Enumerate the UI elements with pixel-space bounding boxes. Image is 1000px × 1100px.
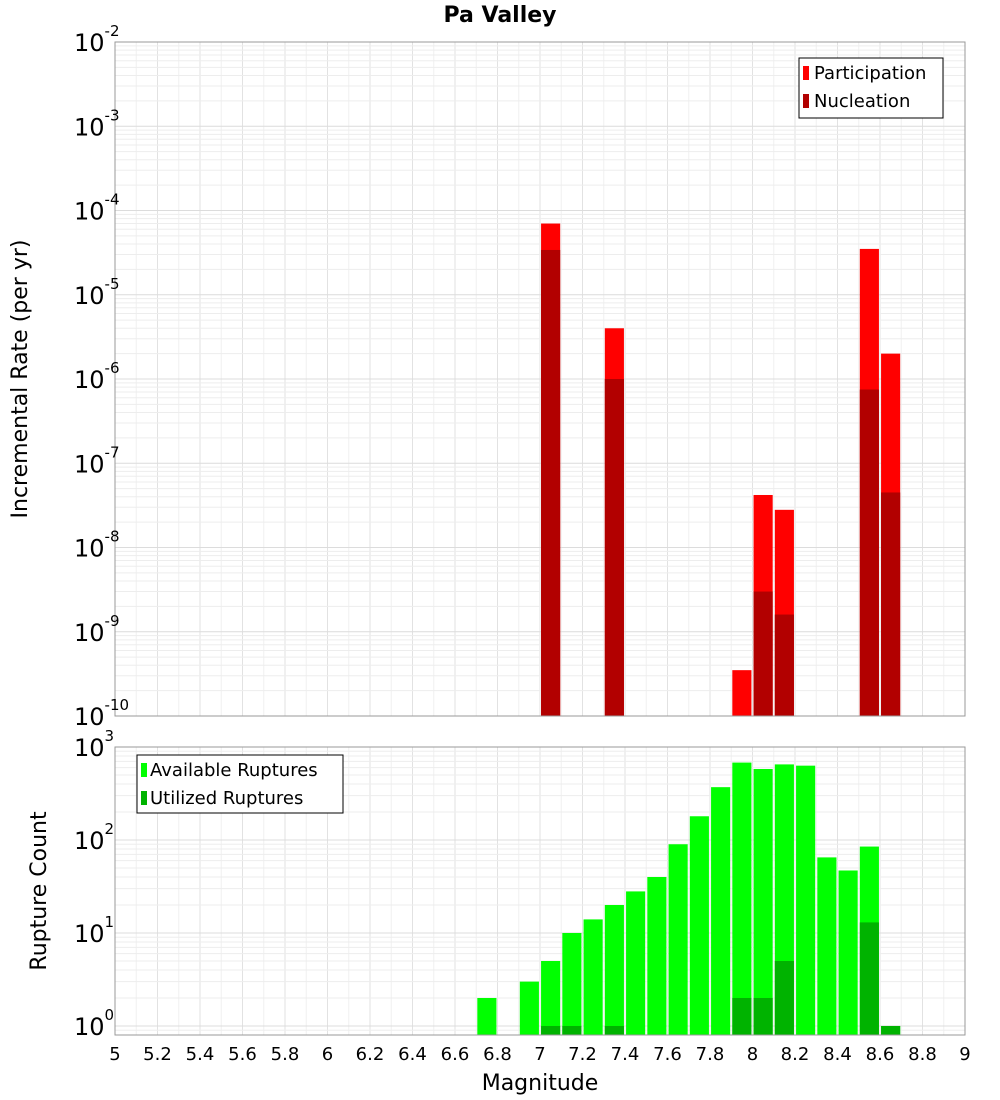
bottom-y-tick-label: 102 [74,820,114,855]
bottom-panel: 100 101 102 103 5 5.2 5.4 5.6 5.8 6 6.2 6.4 6.6 6.8 7… [27,727,971,1096]
bottom-bar-available-ruptures [604,904,624,1035]
bottom-y-tick-labels: 100 101 102 103 [74,727,114,1041]
x-tick-label: 5.4 [186,1044,215,1065]
bottom-plot-border [114,746,966,1036]
top-bar-nucleation [774,614,794,716]
legend-label-nucleation: Nucleation [814,91,910,112]
x-tick-label: 6.2 [356,1044,385,1065]
top-bar-nucleation [881,492,901,716]
top-bar-participation [732,670,752,716]
bottom-bar-available-ruptures [519,981,539,1035]
top-y-axis-label: Incremental Rate (per yr) [8,240,33,519]
bottom-bar-available-ruptures [689,816,709,1035]
x-tick-label: 6 [322,1044,333,1065]
bottom-bar-available-ruptures [817,857,837,1035]
bottom-bar-utilized-ruptures [753,997,773,1035]
bottom-bar-available-ruptures [838,870,858,1035]
x-tick-label: 7.6 [653,1044,682,1065]
top-bar-nucleation [541,249,561,716]
legend-label-available: Available Ruptures [150,760,318,781]
bottom-bar-utilized-ruptures [562,1025,582,1035]
top-y-tick-label: 10-10 [74,696,129,731]
bottom-bar-available-ruptures [477,997,497,1035]
top-legend: Participation Nucleation [798,57,944,119]
top-y-tick-label: 10-6 [74,359,120,394]
x-tick-label: 8.6 [866,1044,895,1065]
bottom-y-tick-label: 103 [74,727,114,762]
x-tick-label: 5.2 [143,1044,172,1065]
bottom-bar-utilized-ruptures [774,960,794,1035]
bottom-bar-available-ruptures [583,919,603,1035]
x-tick-label: 8.2 [781,1044,810,1065]
bottom-bars [477,762,901,1035]
bottom-bar-available-ruptures [796,765,816,1035]
top-y-tick-label: 10-8 [74,528,120,563]
bottom-bar-available-ruptures [647,877,667,1035]
top-bars [541,223,901,717]
x-tick-label: 7.2 [568,1044,597,1065]
bottom-bar-available-ruptures [668,844,688,1035]
x-tick-label: 7.8 [696,1044,725,1065]
bottom-bar-available-ruptures [541,960,561,1035]
x-tick-label: 5 [109,1044,120,1065]
top-y-tick-label: 10-3 [74,106,120,141]
x-tick-label: 6.4 [398,1044,427,1065]
x-tick-labels: 5 5.2 5.4 5.6 5.8 6 6.2 6.4 6.6 6.8 7 7.2 7.4 7.6 7.8 8… [109,1044,970,1065]
top-panel: 10-10 10-9 10-8 10-7 10-6 10-5 10-4 10-3 10-2 In… [8,22,966,731]
top-y-tick-label: 10-4 [74,191,120,226]
bottom-bar-utilized-ruptures [859,922,879,1035]
x-tick-label: 8 [747,1044,758,1065]
top-plot-border [114,41,966,717]
bottom-bar-utilized-ruptures [604,1025,624,1035]
x-axis-label: Magnitude [482,1071,599,1096]
bottom-bar-available-ruptures [562,932,582,1035]
top-y-tick-labels: 10-10 10-9 10-8 10-7 10-6 10-5 10-4 10-3 10-2 [74,22,129,731]
top-bar-nucleation [859,389,879,716]
bottom-legend: Available Ruptures Utilized Ruptures [136,754,344,814]
legend-label-participation: Participation [814,63,926,84]
legend-label-utilized: Utilized Ruptures [150,788,303,809]
x-tick-label: 6.6 [441,1044,470,1065]
bottom-bar-utilized-ruptures [732,997,752,1035]
x-tick-label: 6.8 [483,1044,512,1065]
bottom-bar-utilized-ruptures [541,1025,561,1035]
legend-swatch-available [141,763,147,777]
bottom-bar-available-ruptures [753,769,773,1035]
top-bar-nucleation [753,591,773,716]
top-y-tick-label: 10-2 [74,22,120,57]
bottom-y-axis-label: Rupture Count [27,811,52,971]
bottom-y-tick-label: 100 [74,1006,114,1041]
top-bar-nucleation [604,379,624,716]
bottom-bar-available-ruptures [626,891,646,1035]
legend-swatch-nucleation [803,94,809,108]
x-tick-label: 7.4 [611,1044,640,1065]
top-gridlines [114,41,966,717]
top-y-tick-label: 10-5 [74,275,120,310]
bottom-bar-available-ruptures [711,787,731,1035]
x-tick-label: 8.4 [823,1044,852,1065]
bottom-y-tick-label: 101 [74,913,114,948]
x-tick-label: 9 [959,1044,970,1065]
bottom-legend-box [136,754,344,814]
top-y-tick-label: 10-9 [74,612,120,647]
top-legend-box [798,57,944,119]
x-tick-label: 5.8 [271,1044,300,1065]
x-tick-label: 8.8 [908,1044,937,1065]
legend-swatch-utilized [141,791,147,805]
x-tick-label: 7 [534,1044,545,1065]
x-tick-label: 5.6 [228,1044,257,1065]
bottom-bar-utilized-ruptures [881,1025,901,1035]
chart-title: Pa Valley [443,3,556,28]
legend-swatch-participation [803,66,809,80]
top-y-tick-label: 10-7 [74,443,120,478]
bottom-bar-available-ruptures [732,762,752,1035]
